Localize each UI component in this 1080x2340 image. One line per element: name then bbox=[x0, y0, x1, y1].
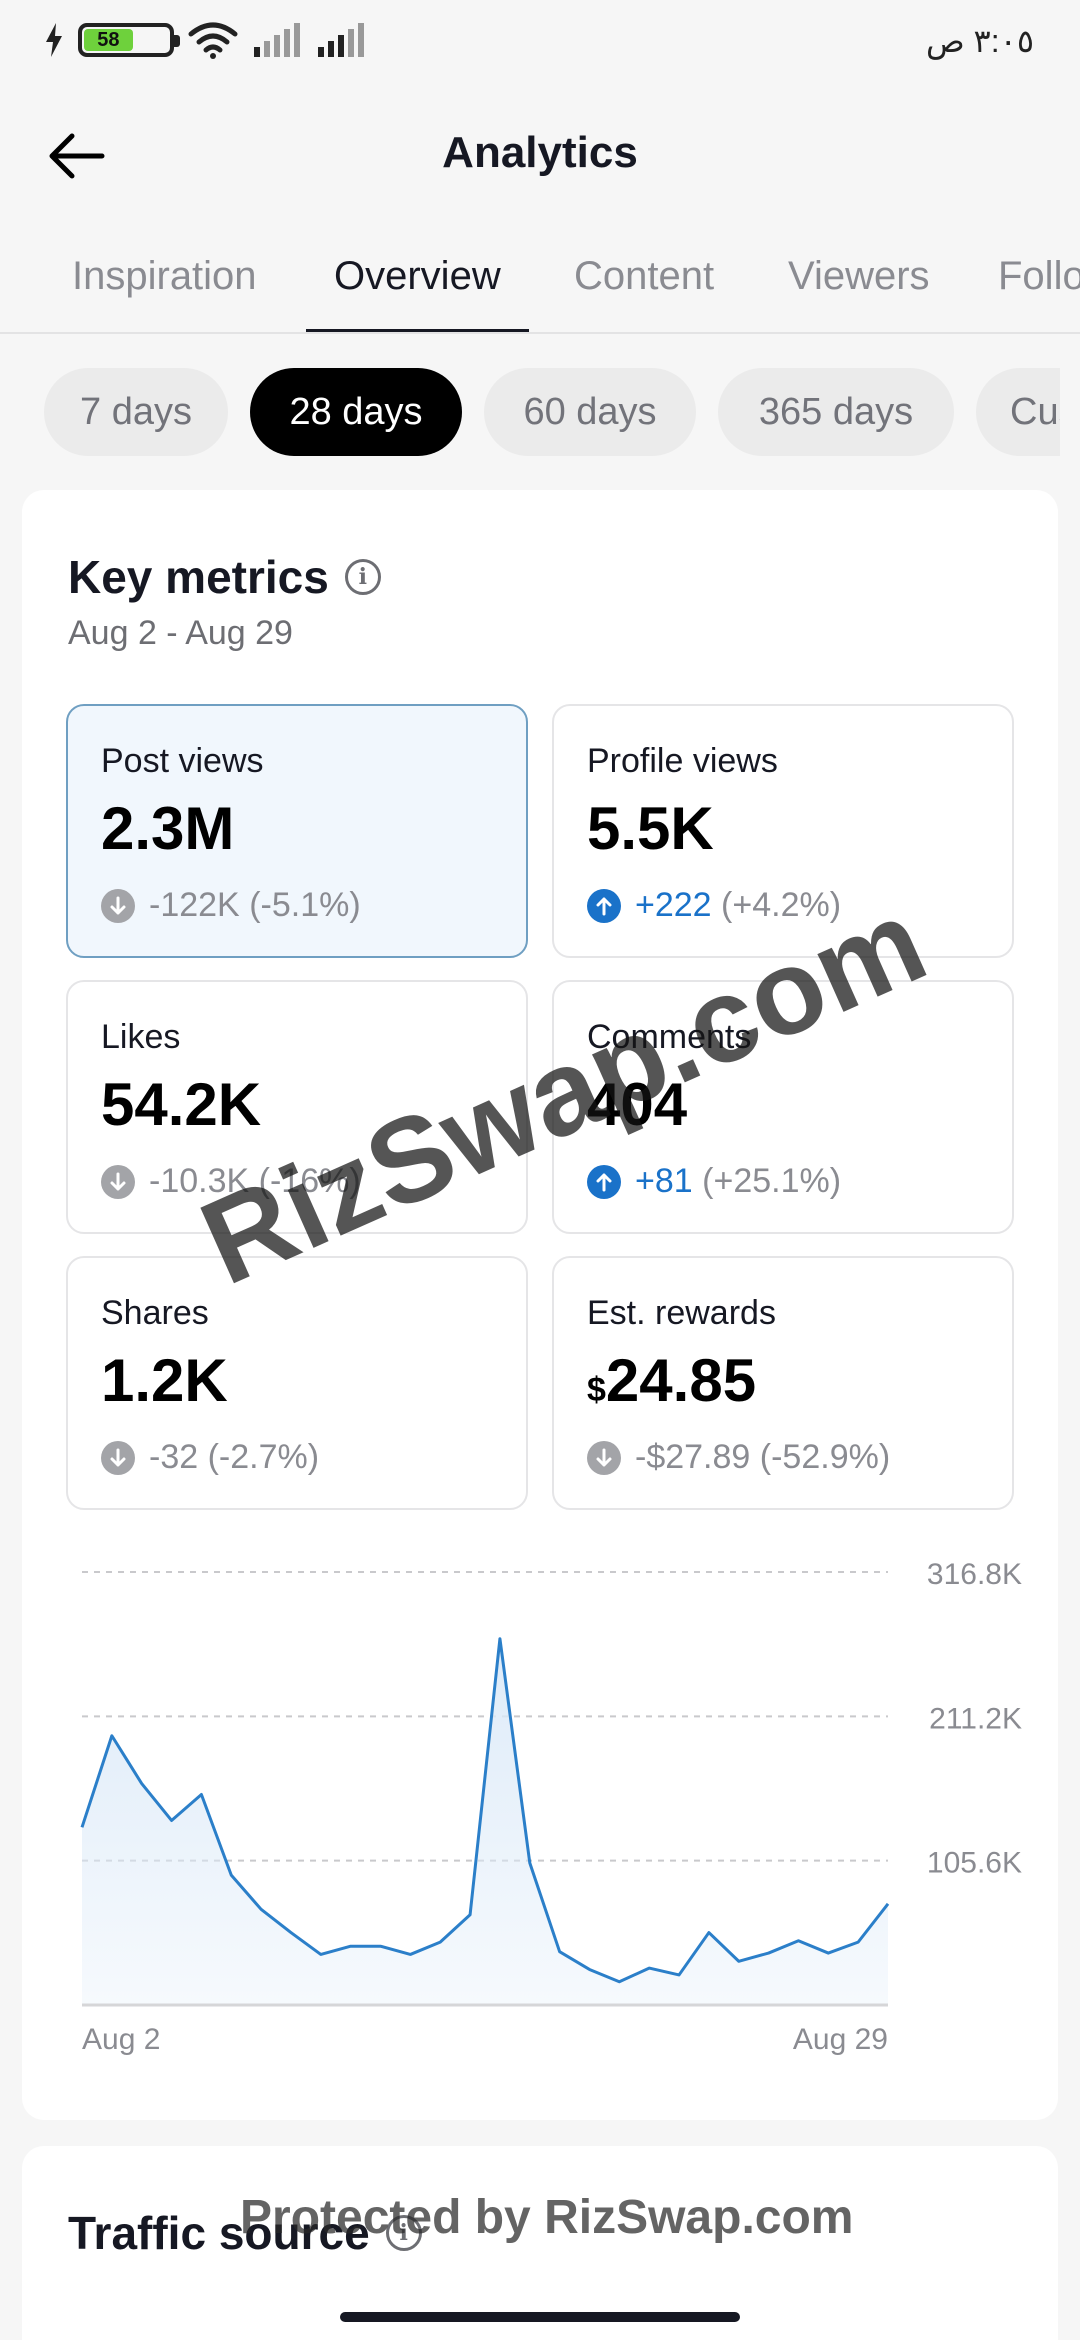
delta-percent: (-52.9%) bbox=[759, 1438, 891, 1476]
arrow-down-icon bbox=[101, 1440, 135, 1475]
battery-level: 58 bbox=[84, 29, 133, 51]
key-metrics-title: Key metrics i bbox=[68, 550, 381, 604]
status-icons: 58 bbox=[44, 20, 366, 60]
back-button[interactable] bbox=[40, 120, 112, 192]
tab-inspiration[interactable]: Inspiration bbox=[72, 254, 257, 298]
watermark-bottom: Protected by RizSwap.com bbox=[240, 2191, 854, 2244]
delta-value: +222 bbox=[635, 886, 712, 924]
signal-icon bbox=[254, 23, 300, 57]
delta-percent: (-5.1%) bbox=[249, 886, 361, 924]
metric-est-rewards[interactable]: Est. rewards $24.85 -$27.89 (-52.9%) bbox=[552, 1256, 1014, 1510]
area-fill bbox=[82, 1638, 888, 2005]
tab-content[interactable]: Content bbox=[574, 254, 715, 298]
delta-percent: (+4.2%) bbox=[721, 886, 842, 924]
delta-value: +81 bbox=[635, 1162, 693, 1200]
period-365-days[interactable]: 365 days bbox=[718, 368, 954, 456]
currency-symbol: $ bbox=[587, 1371, 606, 1409]
key-metrics-card: Key metrics i Aug 2 - Aug 29 Post views … bbox=[22, 490, 1058, 2120]
metric-value: $24.85 bbox=[587, 1346, 756, 1415]
metric-likes[interactable]: Likes 54.2K -10.3K (-16%) bbox=[66, 980, 528, 1234]
traffic-source-card: Traffic source i bbox=[22, 2146, 1058, 2340]
delta-value: -10.3K bbox=[149, 1162, 250, 1200]
clock: ٣:٠٥ ص bbox=[925, 23, 1034, 59]
metric-delta: +81 (+25.1%) bbox=[587, 1162, 841, 1201]
info-icon[interactable]: i bbox=[344, 559, 381, 595]
y-tick-label: 211.2K bbox=[929, 1702, 1022, 1735]
y-tick-label: 105.6K bbox=[927, 1847, 1022, 1880]
metric-delta: -32 (-2.7%) bbox=[101, 1438, 319, 1477]
info-icon[interactable]: i bbox=[385, 2215, 422, 2251]
tab-followers[interactable]: Followers bbox=[998, 254, 1080, 298]
traffic-source-title-text: Traffic source bbox=[68, 2207, 370, 2259]
metric-label: Comments bbox=[587, 1018, 752, 1056]
date-range: Aug 2 - Aug 29 bbox=[68, 614, 293, 652]
metric-comments[interactable]: Comments 404 +81 (+25.1%) bbox=[552, 980, 1014, 1234]
wifi-icon bbox=[188, 22, 238, 59]
traffic-source-title: Traffic source i bbox=[68, 2206, 422, 2260]
delta-value: -122K bbox=[149, 886, 240, 924]
tab-viewers[interactable]: Viewers bbox=[788, 254, 930, 298]
metric-shares[interactable]: Shares 1.2K -32 (-2.7%) bbox=[66, 1256, 528, 1510]
metric-label: Profile views bbox=[587, 742, 778, 780]
period-60-days[interactable]: 60 days bbox=[484, 368, 696, 456]
arrow-down-icon bbox=[101, 1164, 135, 1199]
header: Analytics bbox=[0, 110, 1080, 200]
x-tick-label: Aug 2 bbox=[82, 2023, 160, 2056]
metric-label: Post views bbox=[101, 742, 264, 780]
metric-value: 1.2K bbox=[101, 1347, 228, 1414]
arrow-down-icon bbox=[101, 888, 135, 923]
x-tick-label: Aug 29 bbox=[793, 2023, 888, 2056]
delta-percent: (-16%) bbox=[258, 1162, 361, 1200]
tab-bar: Inspiration Overview Content Viewers Fol… bbox=[0, 230, 1080, 334]
period-selector: 7 days 28 days 60 days 365 days Custom bbox=[0, 368, 1060, 458]
tab-overview[interactable]: Overview bbox=[306, 254, 529, 332]
home-indicator[interactable] bbox=[340, 2312, 740, 2322]
post-views-chart[interactable]: 316.8K 211.2K 105.6K Aug 2 Aug 29 bbox=[22, 1540, 1058, 2080]
delta-percent: (-2.7%) bbox=[207, 1438, 320, 1476]
metric-delta: -122K (-5.1%) bbox=[101, 886, 361, 925]
metric-label: Likes bbox=[101, 1018, 181, 1056]
signal-icon-2 bbox=[318, 23, 364, 57]
battery-icon: 58 bbox=[78, 23, 180, 57]
metric-label: Est. rewards bbox=[587, 1294, 776, 1332]
metric-delta: +222 (+4.2%) bbox=[587, 886, 841, 925]
metric-value: 5.5K bbox=[587, 795, 714, 862]
metric-post-views[interactable]: Post views 2.3M -122K (-5.1%) bbox=[66, 704, 528, 958]
metric-profile-views[interactable]: Profile views 5.5K +222 (+4.2%) bbox=[552, 704, 1014, 958]
metric-label: Shares bbox=[101, 1294, 209, 1332]
status-bar: 58 ٣:٠٥ ص bbox=[0, 0, 1080, 80]
y-tick-label: 316.8K bbox=[927, 1558, 1022, 1591]
rewards-amount: 24.85 bbox=[605, 1347, 757, 1414]
charging-icon bbox=[46, 23, 62, 57]
period-7-days[interactable]: 7 days bbox=[44, 368, 228, 456]
metric-value: 54.2K bbox=[101, 1071, 262, 1138]
period-custom[interactable]: Custom bbox=[976, 368, 1060, 456]
key-metrics-title-text: Key metrics bbox=[68, 551, 329, 603]
page-title: Analytics bbox=[442, 128, 638, 177]
arrow-up-icon bbox=[587, 888, 621, 923]
metric-delta: -10.3K (-16%) bbox=[101, 1162, 361, 1201]
arrow-up-icon bbox=[587, 1164, 621, 1199]
series-line bbox=[80, 1637, 890, 1984]
period-28-days[interactable]: 28 days bbox=[250, 368, 462, 456]
delta-value: -32 bbox=[149, 1438, 199, 1476]
arrow-down-icon bbox=[587, 1440, 621, 1475]
metric-delta: -$27.89 (-52.9%) bbox=[587, 1438, 890, 1477]
back-arrow-icon bbox=[49, 133, 105, 179]
metric-value: 2.3M bbox=[101, 795, 235, 862]
metric-value: 404 bbox=[587, 1071, 688, 1138]
delta-percent: (+25.1%) bbox=[702, 1162, 842, 1200]
delta-value: -$27.89 bbox=[635, 1438, 751, 1476]
